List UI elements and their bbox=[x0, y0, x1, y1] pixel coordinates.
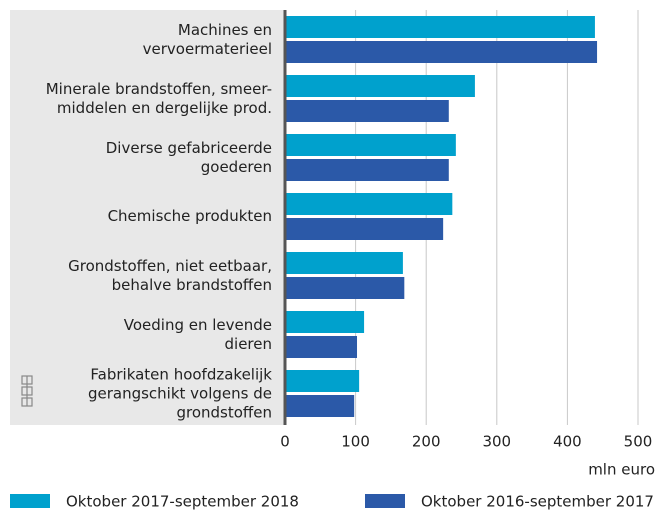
legend-swatch bbox=[365, 494, 405, 508]
bar bbox=[285, 41, 598, 63]
bar bbox=[285, 193, 453, 215]
bar bbox=[285, 370, 360, 392]
bar bbox=[285, 16, 595, 38]
x-tick-label: 0 bbox=[280, 433, 290, 451]
bar bbox=[285, 311, 365, 333]
label-panel bbox=[10, 10, 285, 425]
x-tick-label: 500 bbox=[624, 433, 653, 451]
x-tick-label: 300 bbox=[482, 433, 511, 451]
legend-label: Oktober 2016-september 2017 bbox=[421, 493, 654, 511]
logo bbox=[21, 375, 33, 407]
category-label: Grondstoffen, niet eetbaar, behalve brand… bbox=[68, 257, 272, 294]
bar bbox=[285, 75, 475, 97]
bar bbox=[285, 336, 358, 358]
bar bbox=[285, 277, 405, 299]
bar bbox=[285, 159, 449, 181]
category-label: Minerale brandstoffen, smeer-middelen en… bbox=[46, 80, 272, 117]
category-label: Chemische produkten bbox=[108, 207, 272, 225]
category-label: Machines en vervoermaterieel bbox=[143, 21, 272, 58]
bar bbox=[285, 218, 444, 240]
x-tick-label: 100 bbox=[341, 433, 370, 451]
legend-label: Oktober 2017-september 2018 bbox=[66, 493, 299, 511]
category-label: Fabrikaten hoofdzakelijk gerangschikt vol… bbox=[88, 365, 272, 421]
bar bbox=[285, 252, 403, 274]
x-axis-label: mln euro bbox=[588, 461, 655, 479]
bar bbox=[285, 395, 355, 417]
category-label: Voeding en levende dieren bbox=[124, 316, 272, 353]
x-tick-label: 400 bbox=[553, 433, 582, 451]
x-tick-label: 200 bbox=[412, 433, 441, 451]
bar bbox=[285, 100, 449, 122]
bar bbox=[285, 134, 456, 156]
category-label: Diverse gefabriceerde goederen bbox=[106, 139, 272, 176]
legend-swatch bbox=[10, 494, 50, 508]
